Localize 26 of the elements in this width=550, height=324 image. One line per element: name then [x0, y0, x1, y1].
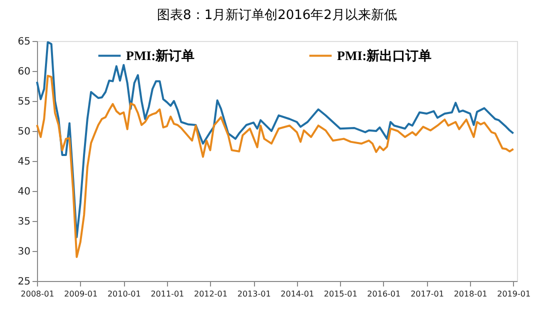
y-tick-label: 55	[18, 96, 30, 108]
y-tick-label: 45	[18, 156, 30, 168]
y-tick-label: 30	[18, 246, 30, 258]
x-tick-label: 2015-01	[324, 290, 358, 298]
y-tick-label: 60	[18, 66, 30, 78]
x-tick-label: 2009-01	[64, 290, 98, 298]
line-series	[36, 41, 514, 238]
line-series	[36, 74, 514, 258]
x-tick-label: 2012-01	[194, 290, 228, 298]
x-tick-label: 2014-01	[280, 290, 314, 298]
x-tick-label: 2018-01	[454, 290, 488, 298]
x-tick-label: 2016-01	[367, 290, 401, 298]
x-tick-label: 2017-01	[410, 290, 444, 298]
x-tick-label: 2010-01	[107, 290, 141, 298]
x-tick-label: 2008-01	[20, 290, 54, 298]
legend-label: PMI:新订单	[126, 48, 195, 63]
x-tick-label: 2019-01	[497, 290, 531, 298]
x-tick-label: 2013-01	[237, 290, 271, 298]
legend-label: PMI:新出口订单	[337, 48, 432, 63]
chart-title: 图表8：1月新订单创2016年2月以来新低	[157, 8, 397, 23]
y-tick-label: 35	[18, 216, 30, 228]
x-tick-label: 2011-01	[150, 290, 184, 298]
y-tick-label: 40	[18, 186, 30, 198]
y-tick-label: 65	[18, 36, 30, 48]
y-tick-label: 50	[18, 126, 30, 138]
y-tick-label: 25	[18, 276, 30, 288]
